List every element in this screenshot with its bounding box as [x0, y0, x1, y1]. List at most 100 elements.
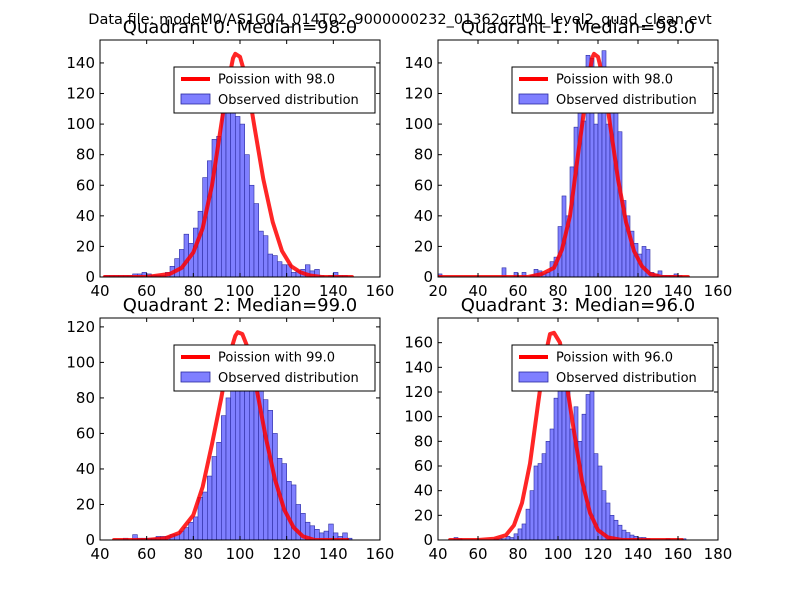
histogram-bar — [533, 465, 539, 540]
legend-label-poisson: Poission with 99.0 — [218, 351, 335, 366]
legend-box — [511, 66, 714, 114]
x-tick-label: 160 — [366, 545, 395, 563]
x-tick-label: 100 — [226, 545, 255, 563]
y-tick-label: 0 — [423, 531, 433, 549]
x-tick-label: 140 — [319, 545, 348, 563]
x-tick-label: 40 — [468, 282, 487, 300]
histogram-bar — [581, 120, 587, 277]
histogram-bar — [188, 521, 194, 540]
histogram-bars — [123, 362, 353, 540]
y-tick-label: 120 — [404, 383, 433, 401]
subplot-title: Quadrant 1: Median=98.0 — [461, 17, 696, 38]
histogram-bar — [239, 123, 245, 277]
histogram-bar — [216, 442, 222, 540]
y-tick-label: 140 — [404, 54, 433, 72]
y-tick-label: 80 — [414, 432, 433, 450]
legend: Poission with 98.0 Observed distribution — [173, 66, 376, 114]
x-tick-label: 80 — [184, 282, 203, 300]
x-tick-label: 80 — [548, 282, 567, 300]
histogram-bar — [230, 105, 236, 277]
y-tick-label: 20 — [76, 237, 95, 255]
y-tick-label: 80 — [414, 146, 433, 164]
legend-label-observed: Observed distribution — [556, 93, 697, 108]
x-tick-label: 120 — [272, 545, 301, 563]
y-tick-label: 80 — [76, 389, 95, 407]
histogram-bar — [272, 255, 278, 277]
poisson-curve — [448, 330, 684, 540]
histogram-bar — [529, 490, 535, 540]
histogram-bar — [207, 475, 213, 540]
legend: Poission with 99.0 Observed distribution — [173, 344, 376, 392]
subplot-quadrant-1: Quadrant 1: Median=98.0 20 40 60 80 100 120 140… — [404, 17, 732, 300]
x-tick-label: 160 — [704, 282, 733, 300]
histogram-bars — [453, 354, 687, 540]
histogram-bar — [605, 123, 611, 277]
axes-frame — [437, 39, 719, 278]
legend-label-poisson: Poission with 96.0 — [556, 351, 673, 366]
histogram-bar — [593, 123, 599, 277]
legend-box — [511, 344, 714, 392]
poisson-curve — [102, 51, 354, 277]
histogram-bar — [183, 527, 189, 540]
x-tick-label: 160 — [366, 282, 395, 300]
histogram-bar — [286, 481, 292, 540]
y-tick-label: 120 — [404, 85, 433, 103]
histogram-bar — [328, 523, 334, 540]
histogram-bar — [258, 230, 264, 277]
histogram-bar — [553, 397, 559, 540]
histogram-bar — [641, 246, 647, 277]
y-tick-label: 40 — [414, 207, 433, 225]
histogram-bar — [225, 397, 231, 540]
legend: Poission with 96.0 Observed distribution — [511, 344, 714, 392]
histogram-bar — [557, 369, 563, 540]
y-tick-label: 40 — [414, 482, 433, 500]
x-tick-label: 40 — [90, 282, 109, 300]
y-tick-label: 120 — [66, 318, 95, 336]
histogram-bar — [267, 253, 273, 277]
y-tick-label: 20 — [76, 495, 95, 513]
poisson-curve — [112, 330, 350, 540]
histogram-bar — [521, 523, 527, 540]
x-tick-label: 60 — [468, 545, 487, 563]
subplot-quadrant-0: Quadrant 0: Median=98.0 40 60 80 100 120 140 16… — [66, 17, 394, 300]
plot-area — [448, 330, 687, 540]
y-tick-label: 140 — [404, 358, 433, 376]
histogram-bar — [585, 394, 591, 540]
histogram-bars — [438, 50, 683, 277]
y-tick-label: 160 — [404, 334, 433, 352]
histogram-bar — [193, 516, 199, 540]
x-tick-label: 140 — [624, 545, 653, 563]
legend-bar-swatch — [180, 93, 211, 105]
subplot-grid: Quadrant 0: Median=98.0 40 60 80 100 120 140 16… — [66, 17, 732, 563]
legend-box — [173, 66, 376, 114]
y-tick-label: 80 — [76, 146, 95, 164]
y-tick-label: 0 — [85, 531, 95, 549]
histogram-bar — [202, 491, 208, 540]
histogram-bar — [244, 154, 250, 277]
y-tick-label: 60 — [414, 176, 433, 194]
histogram-bar — [249, 374, 255, 540]
legend-label-poisson: Poission with 98.0 — [556, 73, 673, 88]
y-tick-label: 0 — [423, 268, 433, 286]
figure-suptitle: Data file: modeM0/AS1G04_014T02_90000002… — [88, 12, 712, 28]
legend: Poission with 98.0 Observed distribution — [511, 66, 714, 114]
subplot-title: Quadrant 2: Median=99.0 — [123, 295, 358, 316]
histogram-bar — [221, 415, 227, 540]
y-tick-label: 40 — [76, 460, 95, 478]
histogram-bar — [253, 203, 259, 277]
legend-label-observed: Observed distribution — [218, 371, 359, 386]
x-tick-label: 60 — [137, 545, 156, 563]
histogram-bar — [267, 410, 273, 540]
histogram-bar — [613, 103, 619, 277]
subplot-title: Quadrant 3: Median=96.0 — [461, 295, 696, 316]
histogram-bar — [197, 210, 203, 277]
x-tick-label: 140 — [664, 282, 693, 300]
histogram-bar — [291, 272, 297, 277]
histogram-bar — [537, 463, 543, 540]
plot-area — [438, 50, 690, 277]
x-tick-label: 180 — [704, 545, 733, 563]
plot-area — [112, 330, 353, 540]
histogram-bar — [235, 116, 241, 277]
subplot-title: Quadrant 0: Median=98.0 — [123, 17, 358, 38]
